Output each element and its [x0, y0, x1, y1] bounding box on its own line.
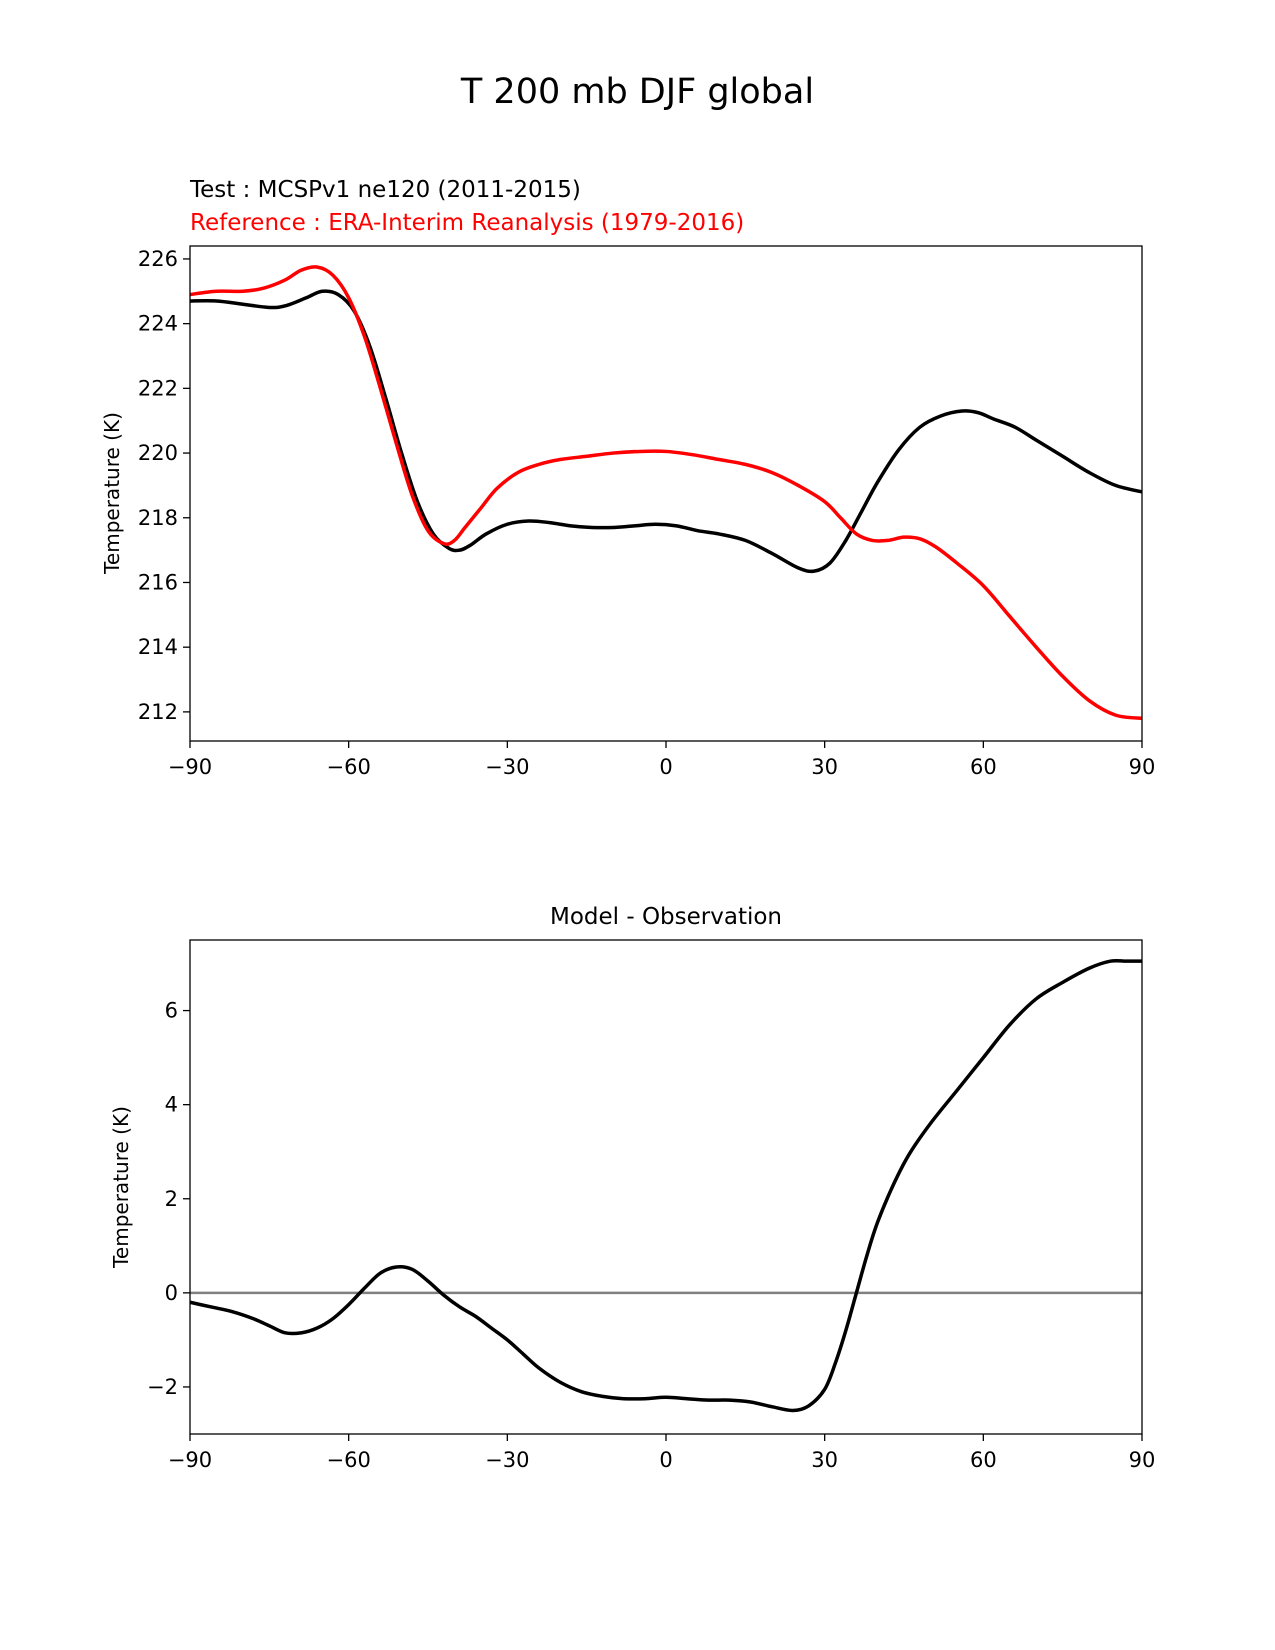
top-y-tick-label: 224	[138, 312, 178, 336]
top-y-tick-label: 222	[138, 376, 178, 400]
bottom-axis-ticks: −90 −60 −30 0 30 60 90 −2 0 2 4 6	[147, 999, 1155, 1472]
bottom-x-tick-label: −30	[485, 1448, 529, 1472]
top-y-tick-label: 220	[138, 441, 178, 465]
bottom-series-lines	[189, 958, 1142, 1413]
figure-title: T 200 mb DJF global	[460, 72, 815, 112]
bottom-x-tick-label: 60	[970, 1448, 997, 1472]
bottom-x-tick-label: 90	[1129, 1448, 1156, 1472]
top-x-tick-label: 60	[970, 755, 997, 779]
top-x-tick-label: 90	[1129, 755, 1156, 779]
top-plot-frame	[189, 245, 1143, 742]
difference-series-line	[189, 958, 1142, 1413]
top-series-lines	[189, 265, 1143, 721]
top-y-tick-label: 218	[138, 506, 178, 530]
top-y-axis-title: Temperature (K)	[100, 412, 124, 575]
top-y-tick-label: 216	[138, 570, 178, 594]
bottom-y-tick-label: −2	[147, 1375, 178, 1399]
bottom-panel: Model - Observation −90 −60 −30 0 30 60 90 −2 0 2…	[109, 904, 1155, 1472]
bottom-panel-title: Model - Observation	[550, 904, 782, 930]
top-panel: Test : MCSPv1 ne120 (2011-2015) Referenc…	[100, 177, 1155, 779]
bottom-x-tick-label: −90	[168, 1448, 212, 1472]
top-x-tick-label: −30	[485, 755, 529, 779]
top-y-tick-label: 212	[138, 700, 178, 724]
reference-series-line	[189, 265, 1143, 721]
top-x-tick-label: −60	[327, 755, 371, 779]
bottom-y-tick-label: 0	[165, 1281, 178, 1305]
bottom-y-tick-label: 6	[165, 999, 178, 1023]
top-x-tick-label: 30	[811, 755, 838, 779]
top-axis-ticks: −90 −60 −30 0 30 60 90 212 214 216 218 220 222 224 226	[138, 247, 1155, 779]
bottom-y-tick-label: 4	[165, 1093, 178, 1117]
top-y-tick-label: 226	[138, 247, 178, 271]
bottom-y-tick-label: 2	[165, 1187, 178, 1211]
test-label: Test : MCSPv1 ne120 (2011-2015)	[189, 177, 581, 203]
bottom-x-tick-label: 30	[811, 1448, 838, 1472]
top-x-tick-label: −90	[168, 755, 212, 779]
bottom-x-tick-label: 0	[659, 1448, 672, 1472]
bottom-plot-frame	[189, 939, 1143, 1435]
bottom-x-tick-label: −60	[327, 1448, 371, 1472]
reference-label: Reference : ERA-Interim Reanalysis (1979…	[190, 210, 744, 236]
top-y-tick-label: 214	[138, 635, 178, 659]
test-series-line	[189, 289, 1143, 574]
bottom-y-axis-title: Temperature (K)	[109, 1106, 133, 1269]
top-x-tick-label: 0	[659, 755, 672, 779]
